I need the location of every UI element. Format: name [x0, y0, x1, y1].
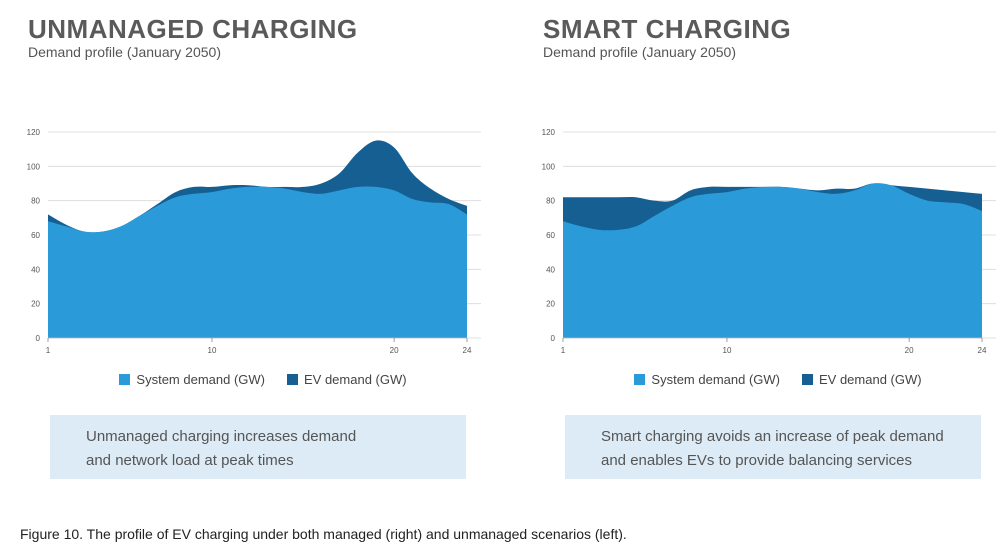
y-tick-label: 60 — [31, 231, 40, 240]
smart-charging-panel: SMART CHARGING Demand profile (January 2… — [542, 0, 1000, 490]
y-tick-label: 40 — [31, 265, 40, 274]
legend-label-system: System demand (GW) — [136, 372, 265, 387]
panel-subtitle: Demand profile (January 2050) — [543, 44, 736, 60]
note-line: Unmanaged charging increases demand — [86, 428, 357, 445]
figure-caption: Figure 10. The profile of EV charging un… — [20, 526, 627, 542]
x-tick-label: 1 — [46, 346, 51, 355]
panel-title: SMART CHARGING — [543, 14, 792, 44]
panel-subtitle: Demand profile (January 2050) — [28, 44, 221, 60]
x-tick-label: 24 — [463, 346, 472, 355]
legend-label-ev: EV demand (GW) — [819, 372, 922, 387]
system-demand-area — [48, 186, 467, 338]
system-demand-swatch — [634, 374, 646, 385]
note-line: and network load at peak times — [86, 452, 294, 469]
system-demand-swatch — [119, 374, 131, 385]
legend-entry-system: System demand (GW) — [119, 372, 265, 387]
x-tick-label: 20 — [390, 346, 399, 355]
x-tick-label: 20 — [905, 346, 914, 355]
figure-label: Figure 10. — [20, 526, 84, 542]
legend-entry-ev: EV demand (GW) — [287, 372, 407, 387]
y-tick-label: 80 — [546, 197, 555, 206]
legend-label-system: System demand (GW) — [651, 372, 780, 387]
y-tick-label: 0 — [551, 334, 556, 343]
note-box: Unmanaged charging increases demand and … — [50, 415, 466, 479]
y-tick-label: 120 — [27, 128, 41, 137]
chart-legend: System demand (GW) EV demand (GW) — [543, 372, 1000, 387]
legend-entry-ev: EV demand (GW) — [802, 372, 922, 387]
note-line: and enables EVs to provide balancing ser… — [601, 452, 913, 469]
y-tick-label: 60 — [546, 231, 555, 240]
x-tick-label: 10 — [723, 346, 732, 355]
y-tick-label: 40 — [546, 265, 555, 274]
ev-demand-swatch — [802, 374, 813, 385]
legend-label-ev: EV demand (GW) — [304, 372, 407, 387]
system-demand-area — [563, 183, 982, 338]
x-tick-label: 1 — [561, 346, 566, 355]
x-tick-label: 10 — [208, 346, 217, 355]
y-tick-label: 20 — [546, 300, 555, 309]
y-tick-label: 100 — [542, 162, 556, 171]
ev-demand-swatch — [287, 374, 298, 385]
unmanaged-demand-chart: 0 20 40 60 80 100 120 1 10 20 24 — [27, 128, 481, 355]
y-tick-label: 100 — [27, 162, 41, 171]
legend-entry-system: System demand (GW) — [634, 372, 780, 387]
y-tick-label: 120 — [542, 128, 556, 137]
note-box: Smart charging avoids an increase of pea… — [565, 415, 981, 479]
note-line: Smart charging avoids an increase of pea… — [601, 428, 944, 445]
chart-legend: System demand (GW) EV demand (GW) — [28, 372, 498, 387]
y-tick-label: 20 — [31, 300, 40, 309]
unmanaged-charging-panel: UNMANAGED CHARGING Demand profile (Janua… — [27, 0, 508, 490]
y-tick-label: 80 — [31, 197, 40, 206]
y-tick-label: 0 — [36, 334, 41, 343]
panel-title: UNMANAGED CHARGING — [28, 14, 358, 44]
smart-demand-chart: 0 20 40 60 80 100 120 1 10 20 24 — [542, 128, 996, 355]
caption-text: The profile of EV charging under both ma… — [83, 526, 627, 542]
x-tick-label: 24 — [978, 346, 987, 355]
